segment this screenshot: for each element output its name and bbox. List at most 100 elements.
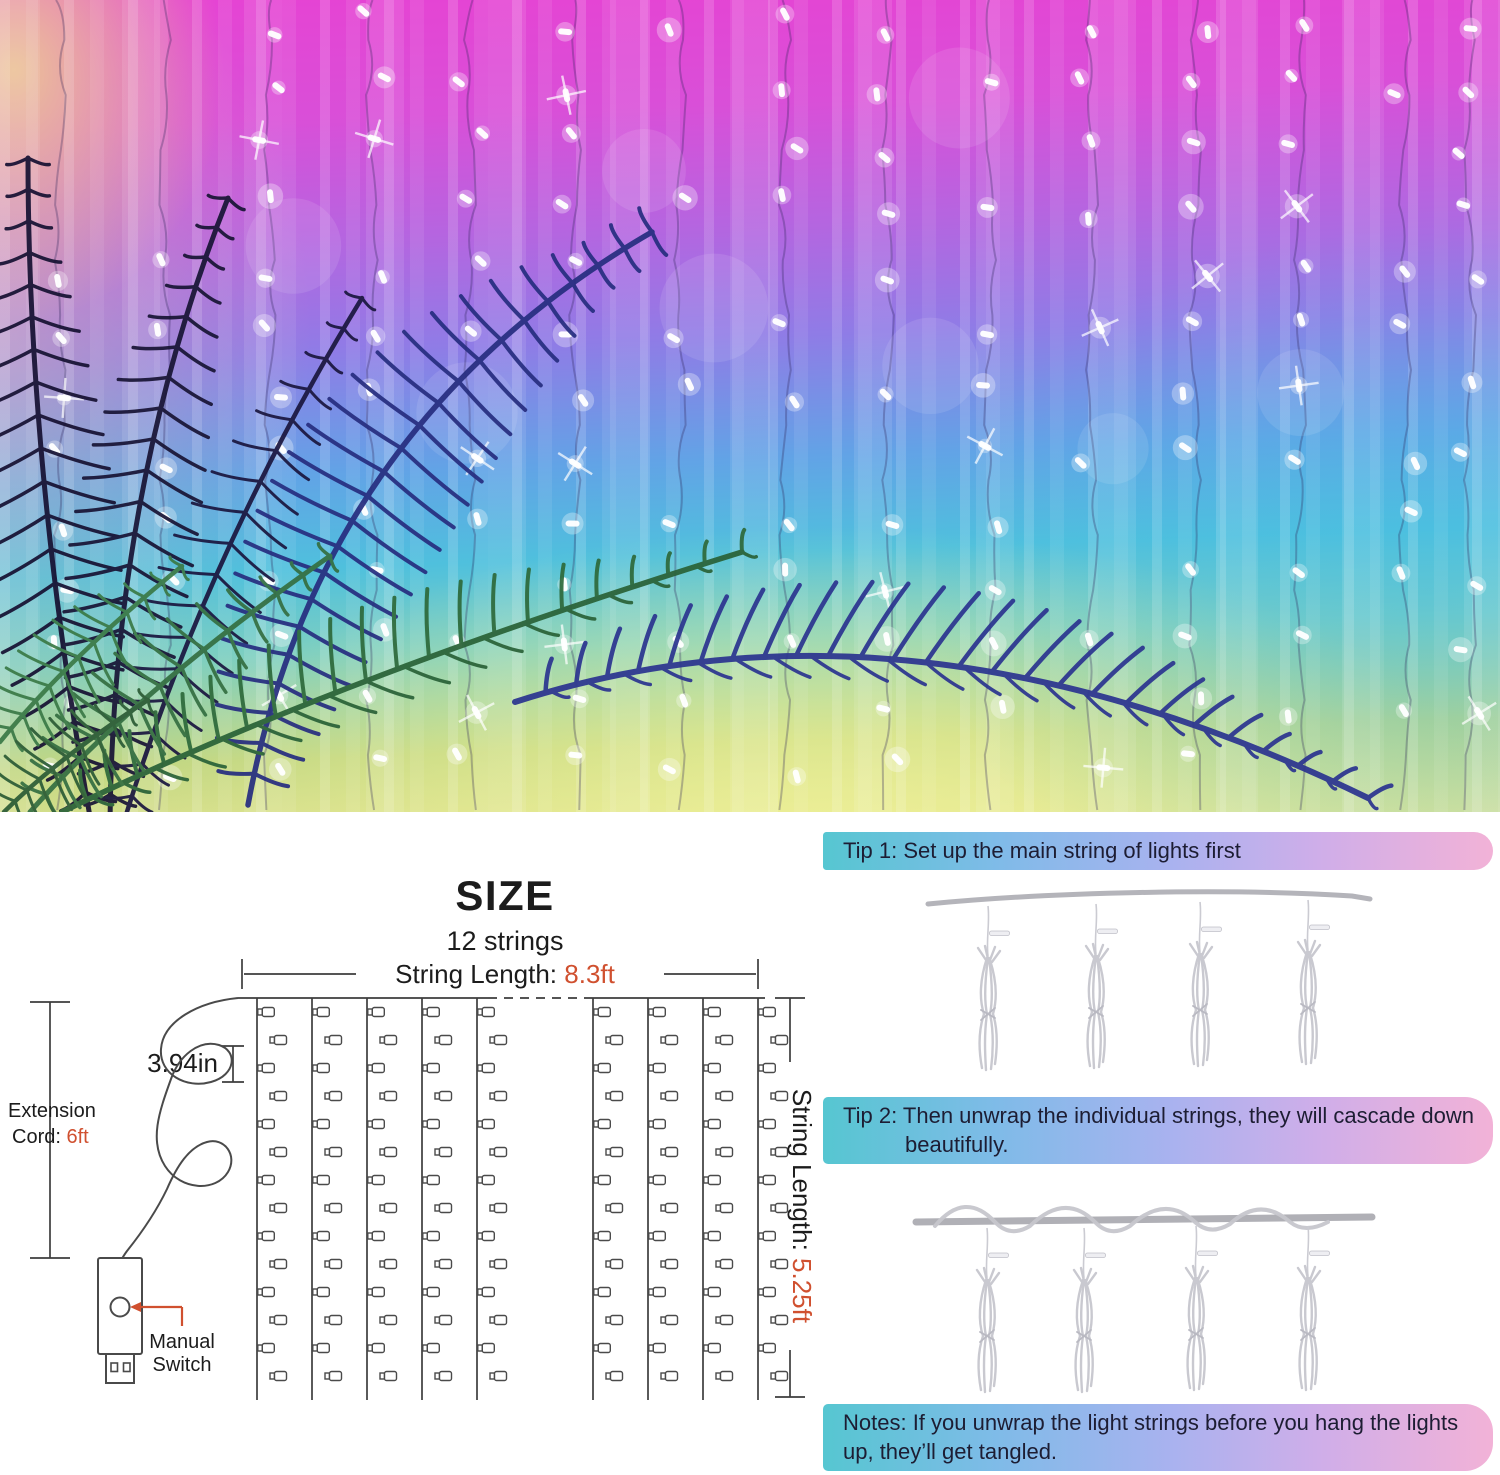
palm-leaflet <box>1365 783 1394 801</box>
palm-leaflet <box>53 581 125 606</box>
size-subtitle: 12 strings <box>446 926 563 956</box>
palm-leaflet <box>138 633 184 670</box>
light-bulb <box>163 773 177 783</box>
light-bulb <box>565 520 580 527</box>
bulb <box>762 1342 776 1354</box>
bulb <box>664 1034 679 1046</box>
bulb <box>719 1314 734 1326</box>
wrapped-string-bundle <box>1184 1224 1219 1392</box>
sparkle-star <box>1191 262 1224 290</box>
light-bulb <box>565 127 577 140</box>
palm-leaflet <box>130 794 154 812</box>
palm-leaflet <box>1022 619 1082 681</box>
switch-label-line1: Manual <box>149 1331 215 1353</box>
palm-leaflet <box>436 401 498 461</box>
sparkle-star <box>1100 747 1107 788</box>
light-bulb <box>274 630 289 640</box>
tip1-text: Tip 1: Set up the main string of lights … <box>843 838 1241 863</box>
palm-leaflet <box>97 593 129 614</box>
sparkle-star <box>544 640 585 649</box>
light-bulb <box>980 330 995 339</box>
palm-leaflet <box>83 792 113 807</box>
wrapped-string-bundle <box>1188 900 1223 1068</box>
bulb <box>261 1286 275 1298</box>
light-bulb <box>792 769 801 784</box>
palm-leaflet <box>770 654 812 679</box>
bulb <box>493 1258 508 1270</box>
light-bulb <box>378 270 388 284</box>
extension-label-line1: Extension <box>8 1100 96 1122</box>
bulb <box>493 1146 508 1158</box>
wrapped-string-bundle <box>976 904 1011 1072</box>
light-bulb <box>577 394 589 407</box>
tip2-banner: Tip 2: Then unwrap the individual string… <box>823 1097 1493 1164</box>
bulb <box>719 1034 734 1046</box>
side-dimension: String Length: 5.25ft <box>775 997 817 1398</box>
palm-leaflet <box>275 591 290 617</box>
palm-leaflet <box>61 774 82 810</box>
palm-leaflet <box>696 660 733 680</box>
bulb <box>597 1230 611 1242</box>
palm-leaflet <box>220 737 265 756</box>
palm-leaflet <box>90 795 115 807</box>
light-bulb <box>885 520 900 529</box>
palm-leaflet <box>258 479 299 516</box>
palm-leaflet <box>226 196 246 212</box>
palm-leaflet <box>0 347 36 368</box>
palm-leaflet <box>26 156 51 167</box>
palm-leaflet <box>923 590 981 665</box>
palm-leaflet <box>195 223 219 230</box>
palm-leaflet <box>550 253 575 286</box>
palm-leaflet <box>0 315 34 334</box>
palm-leaflet <box>206 193 230 200</box>
light-bulb <box>1467 375 1477 390</box>
sparkle-star <box>367 119 382 159</box>
palm-leaflet <box>65 755 88 801</box>
palm-leaflet <box>665 551 672 578</box>
palm-leaflet <box>1081 689 1112 718</box>
palm-leaflet <box>5 187 30 199</box>
sparkle-star <box>1280 193 1314 220</box>
light-bulb <box>664 23 674 37</box>
palm-leaflet <box>0 706 25 716</box>
palm-leaflet <box>250 610 269 644</box>
light-bulb <box>1453 646 1468 654</box>
light-bulb <box>380 623 390 637</box>
light-bulb <box>988 585 1002 596</box>
light-bulb <box>662 764 676 775</box>
palm-leaflet <box>92 640 115 687</box>
palm-leaflet <box>702 539 709 566</box>
bulb <box>371 1118 385 1130</box>
light-wire <box>1462 0 1477 811</box>
palm-leaflet <box>304 350 328 361</box>
palm-leaflet <box>585 680 612 692</box>
bulb <box>438 1258 453 1270</box>
bulb <box>273 1090 288 1102</box>
main-string-rod <box>925 889 1373 907</box>
bulb <box>383 1146 398 1158</box>
light-bulb <box>48 443 61 456</box>
palm-leaflet <box>104 794 134 800</box>
palm-leaflet <box>307 387 333 411</box>
bulb <box>383 1370 398 1382</box>
palm-leaflet <box>581 240 601 268</box>
light-bulb <box>1410 456 1421 471</box>
palm-leaflet <box>596 263 616 290</box>
light-bulb <box>362 689 373 703</box>
palm-leaflet <box>306 422 386 474</box>
palm-leaflet <box>287 450 370 498</box>
light-bulb <box>1086 25 1097 39</box>
bulb <box>719 1090 734 1102</box>
palm-leaflet <box>10 650 66 687</box>
bulb <box>481 1062 495 1074</box>
palm-leaflet <box>0 792 17 803</box>
bulb <box>493 1034 508 1046</box>
palm-leaflet <box>159 406 211 440</box>
side-dimension-label: String Length: 5.25ft <box>787 1089 817 1324</box>
bulb <box>707 1006 721 1018</box>
light-bulb <box>1399 265 1411 278</box>
palm-leaflet <box>39 446 111 471</box>
sparkle-star <box>546 89 587 101</box>
palm-leaflet <box>27 250 63 264</box>
